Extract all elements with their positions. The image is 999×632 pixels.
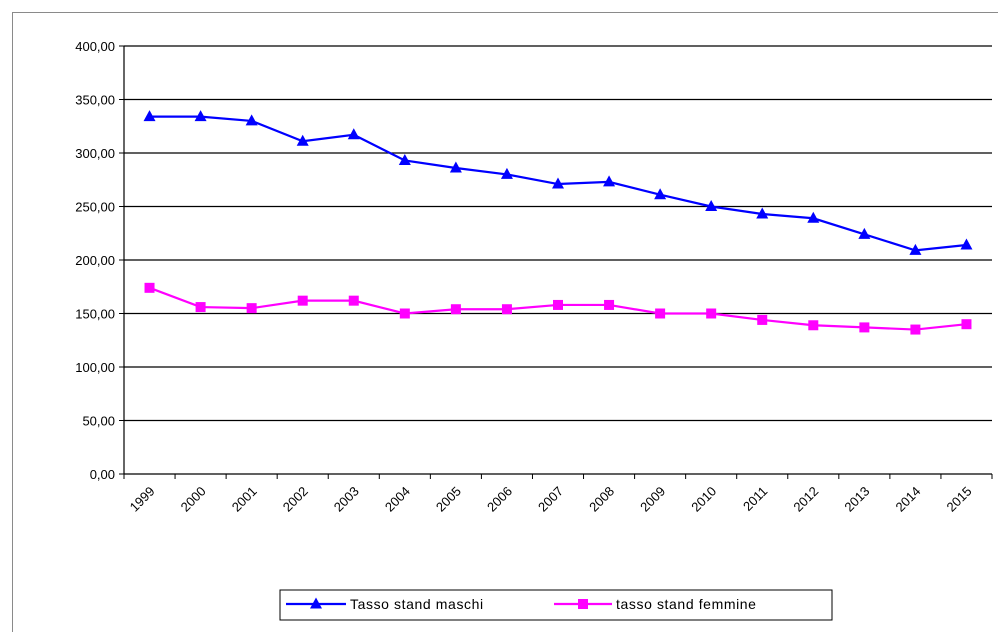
chart-area: [12, 12, 998, 632]
x-tick-label: 2009: [637, 484, 668, 515]
marker-maschi: [449, 161, 462, 173]
marker-maschi: [705, 200, 718, 211]
marker-femmine: [655, 308, 666, 319]
x-tick-label: 2006: [484, 484, 515, 515]
marker-femmine: [706, 308, 717, 319]
x-tick-label: 2008: [586, 484, 617, 515]
marker-femmine: [859, 322, 870, 333]
marker-maschi: [756, 207, 769, 219]
marker-maschi: [398, 153, 411, 165]
x-tick-label: 2013: [841, 484, 872, 515]
legend-label-femmine: tasso stand femmine: [616, 596, 757, 612]
y-tick-label: 250,00: [75, 200, 115, 215]
marker-maschi: [858, 227, 871, 239]
marker-femmine: [297, 295, 308, 306]
marker-femmine: [450, 304, 461, 315]
legend-marker-maschi: [310, 597, 322, 609]
marker-maschi: [960, 238, 973, 250]
marker-femmine: [961, 319, 972, 330]
marker-maschi: [500, 167, 513, 179]
marker-femmine: [348, 295, 359, 306]
marker-femmine: [195, 302, 206, 313]
marker-femmine: [501, 304, 512, 315]
legend-marker-femmine: [578, 599, 588, 609]
marker-maschi: [552, 177, 564, 189]
marker-maschi: [347, 128, 360, 140]
y-tick-label: 150,00: [75, 307, 115, 322]
x-tick-label: 2004: [382, 484, 413, 515]
y-tick-label: 350,00: [75, 93, 115, 108]
y-tick-label: 200,00: [75, 253, 115, 268]
marker-femmine: [808, 320, 819, 331]
marker-maschi: [143, 110, 156, 122]
marker-femmine: [246, 303, 257, 314]
marker-femmine: [757, 314, 768, 325]
y-tick-label: 0,00: [90, 467, 115, 482]
x-tick-label: 2005: [433, 484, 464, 515]
marker-maschi: [603, 175, 616, 187]
x-tick-label: 2001: [229, 484, 260, 515]
x-tick-label: 1999: [127, 484, 158, 515]
marker-maschi: [807, 211, 820, 223]
marker-femmine: [604, 299, 615, 310]
y-tick-label: 400,00: [75, 39, 115, 54]
x-tick-label: 2010: [688, 484, 719, 515]
y-tick-label: 50,00: [82, 414, 115, 429]
marker-femmine: [144, 282, 155, 293]
legend: Tasso stand maschi tasso stand femmine: [279, 589, 833, 621]
x-tick-label: 2007: [535, 484, 566, 515]
marker-maschi: [654, 188, 667, 200]
x-tick-label: 2003: [331, 484, 362, 515]
x-tick-label: 2015: [944, 484, 975, 515]
marker-femmine: [553, 299, 563, 310]
x-tick-label: 2002: [280, 484, 311, 515]
marker-femmine: [399, 308, 410, 319]
x-tick-label: 2014: [892, 484, 923, 515]
legend-label-maschi: Tasso stand maschi: [350, 596, 484, 612]
marker-maschi: [296, 134, 309, 146]
marker-maschi: [194, 110, 207, 122]
y-tick-label: 100,00: [75, 360, 115, 375]
x-tick-label: 2012: [790, 484, 821, 515]
x-tick-label: 2000: [178, 484, 209, 515]
marker-maschi: [245, 114, 258, 126]
marker-maschi: [909, 243, 922, 255]
x-tick-label: 2011: [740, 484, 770, 514]
y-tick-label: 300,00: [75, 146, 115, 161]
marker-femmine: [910, 324, 921, 335]
